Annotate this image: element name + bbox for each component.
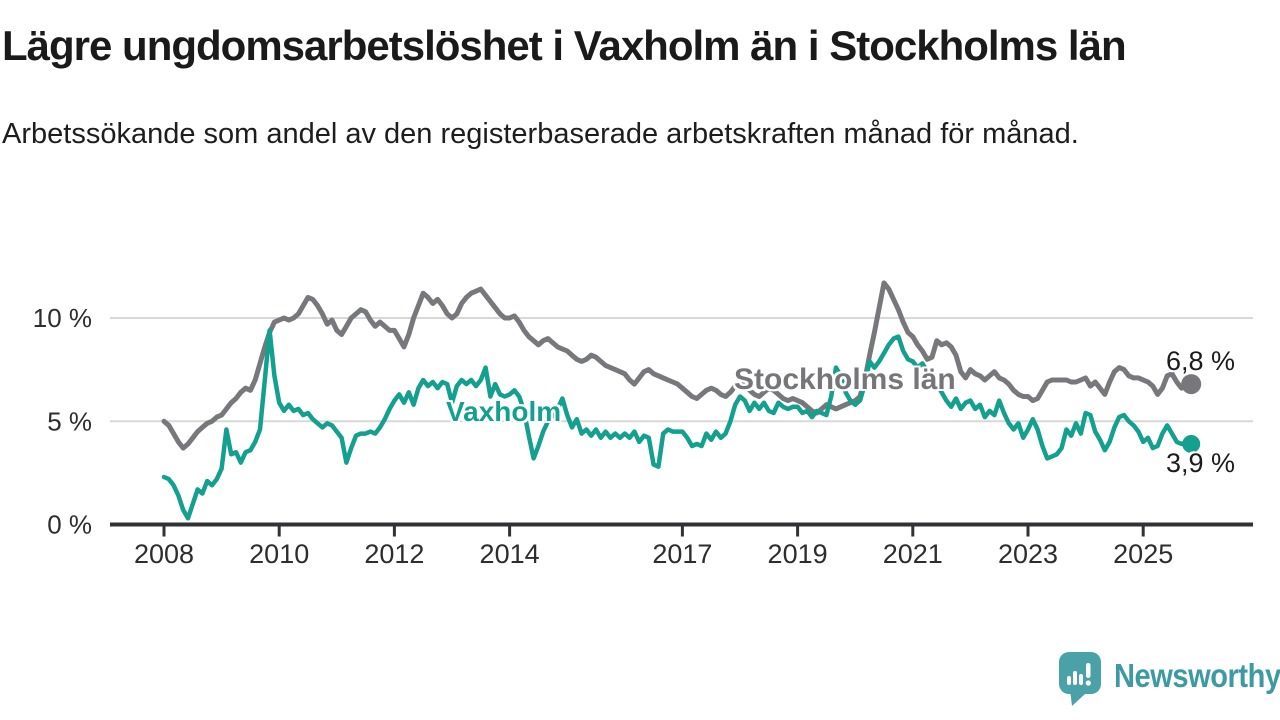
x-axis-tick-label: 2019 xyxy=(768,539,828,569)
x-axis-tick-label: 2012 xyxy=(364,539,424,569)
x-axis-tick-label: 2025 xyxy=(1113,539,1173,569)
end-value-vaxholm: 3,9 % xyxy=(1166,448,1236,478)
series-end-dot-stockholms-l-n xyxy=(1181,374,1202,395)
newsworthy-logo-text: Newsworthy xyxy=(1114,657,1280,694)
series-end-dot-vaxholm xyxy=(1182,435,1201,453)
x-axis-tick-label: 2010 xyxy=(249,539,309,569)
x-axis-tick-label: 2017 xyxy=(652,539,712,569)
newsworthy-logo-icon xyxy=(1059,652,1101,706)
chart-subtitle: Arbetssökande som andel av den registerb… xyxy=(2,118,1079,150)
y-axis-tick-label: 0 % xyxy=(47,510,92,540)
exclamation-stem xyxy=(1086,663,1091,678)
x-axis-tick-label: 2023 xyxy=(998,539,1058,569)
series-label-vaxholm: Vaxholm xyxy=(446,396,562,427)
bar-chart-glyph xyxy=(1067,663,1091,686)
exclamation-dot xyxy=(1085,680,1091,686)
series-line-vaxholm xyxy=(161,328,1194,521)
page-title: Lägre ungdomsarbetslöshet i Vaxholm än i… xyxy=(2,22,1127,69)
series-label-stockholms-lan: Stockholms län xyxy=(734,363,956,396)
y-axis-tick-label: 10 % xyxy=(33,303,92,333)
x-axis-tick-label: 2014 xyxy=(480,539,540,569)
end-value-stockholms-lan: 6,8 % xyxy=(1166,346,1236,376)
y-axis-tick-label: 5 % xyxy=(47,406,92,436)
series-line-stockholms-l-n xyxy=(161,280,1194,451)
newsworthy-logo: Newsworthy xyxy=(1059,652,1280,706)
x-axis-tick-label: 2021 xyxy=(883,539,943,569)
x-axis-tick-label: 2008 xyxy=(134,539,194,569)
